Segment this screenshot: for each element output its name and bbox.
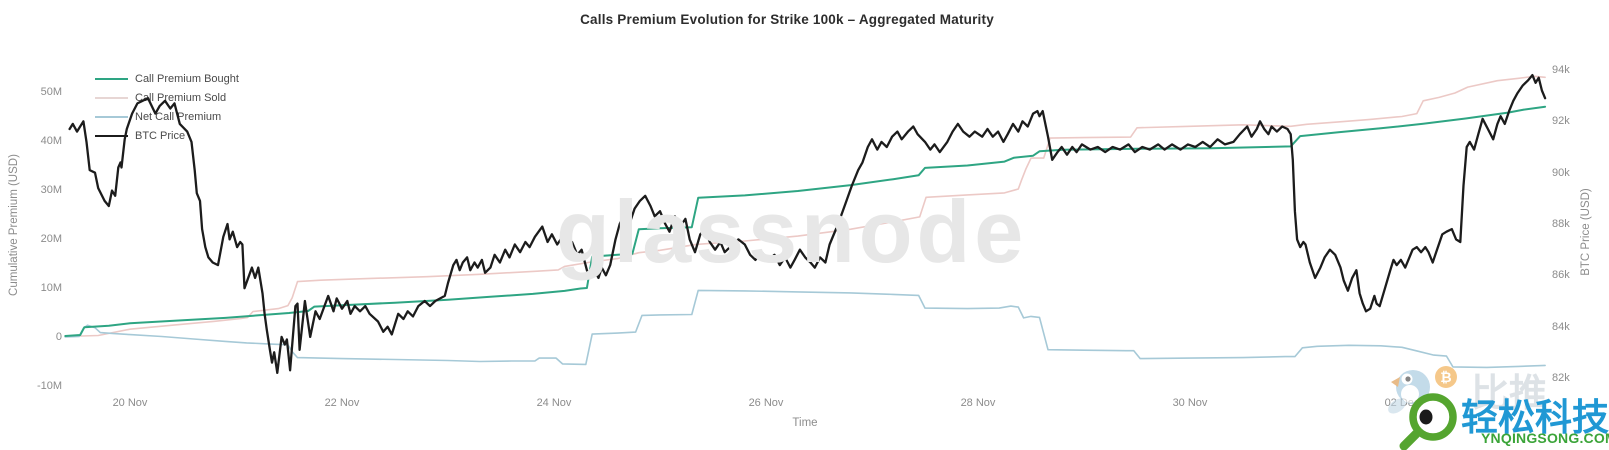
right-tick-label: 92k [1552, 115, 1570, 128]
right-tick-label: 90k [1552, 166, 1570, 179]
right-tick-label: 84k [1552, 320, 1570, 333]
bitpush-label: 比推 [1471, 373, 1548, 415]
right-axis-title: BTC Price (USD) [1580, 188, 1592, 276]
bitpush-watermark: ₿ 比推 [1383, 362, 1553, 424]
series-btc-price [68, 73, 1547, 375]
series-net-call-premium [64, 289, 1546, 369]
legend-item-call-premium-bought[interactable]: Call Premium Bought [95, 69, 239, 88]
legend-swatch [95, 115, 128, 118]
left-tick-label: 30M [40, 184, 62, 196]
left-tick-label: -10M [36, 380, 62, 392]
chart-title: Calls Premium Evolution for Strike 100k … [580, 12, 994, 27]
left-tick-label: 0 [55, 331, 62, 343]
qingsong-title: 轻松科技 [1461, 397, 1609, 438]
left-tick-label: 20M [40, 233, 62, 245]
x-tick-label: 24 Nov [536, 397, 572, 409]
bitcoin-coin-icon: ₿ [1440, 369, 1451, 385]
x-tick-label: 20 Nov [112, 397, 148, 409]
left-axis-title: Cumulative Premium (USD) [8, 154, 20, 296]
right-tick-label: 88k [1552, 217, 1570, 230]
legend-swatch [95, 134, 128, 137]
x-tick-label: 22 Nov [324, 397, 360, 409]
legend-item-call-premium-sold[interactable]: Call Premium Sold [95, 88, 239, 107]
legend-swatch [95, 96, 128, 99]
legend-label: Call Premium Sold [135, 91, 227, 104]
x-axis-title: Time [792, 417, 818, 429]
legend-label: Call Premium Bought [135, 72, 239, 85]
magnifier-icon [1399, 393, 1457, 450]
right-tick-label: 94k [1552, 63, 1570, 76]
left-tick-label: 40M [40, 135, 62, 147]
left-tick-label: 10M [40, 282, 62, 294]
x-tick-label: 30 Nov [1172, 397, 1208, 409]
right-tick-label: 86k [1552, 269, 1570, 282]
legend-label: BTC Price [135, 129, 186, 142]
x-tick-label: 26 Nov [748, 397, 784, 409]
glassnode-watermark: glassnode [556, 182, 1028, 281]
left-tick-label: 50M [40, 86, 62, 98]
legend-item-btc-price[interactable]: BTC Price [95, 126, 239, 145]
bitpush-bird-icon: ₿ [1388, 366, 1457, 414]
qingsong-subtitle: YNQINGSONG.COM [1481, 430, 1609, 446]
qingsong-logo: 轻松科技 YNQINGSONG.COM [1396, 389, 1609, 450]
right-tick-label: 82k [1552, 372, 1570, 384]
series-call-premium-sold [64, 75, 1546, 338]
legend-swatch [95, 77, 128, 80]
x-tick-label: 28 Nov [960, 397, 996, 409]
